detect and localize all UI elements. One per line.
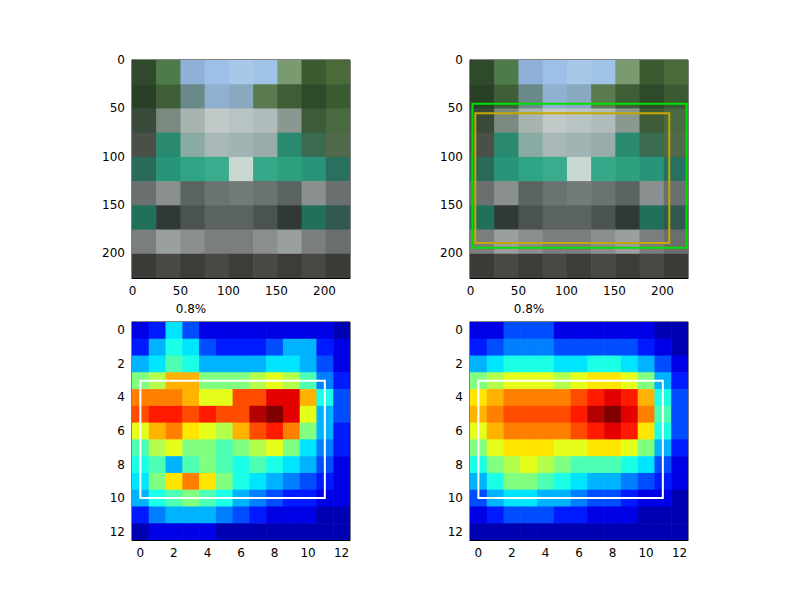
svg-text:2: 2 [455, 357, 463, 371]
svg-text:8: 8 [117, 458, 125, 472]
svg-text:150: 150 [265, 284, 288, 298]
svg-text:8: 8 [271, 546, 279, 560]
svg-text:200: 200 [102, 246, 125, 260]
svg-text:0: 0 [455, 53, 463, 67]
svg-text:6: 6 [455, 424, 463, 438]
svg-text:200: 200 [440, 246, 463, 260]
svg-text:0: 0 [137, 546, 145, 560]
svg-text:150: 150 [440, 198, 463, 212]
svg-text:12: 12 [110, 525, 125, 539]
svg-text:0: 0 [475, 546, 483, 560]
svg-text:6: 6 [117, 424, 125, 438]
svg-text:50: 50 [110, 101, 125, 115]
svg-text:100: 100 [440, 150, 463, 164]
svg-text:0: 0 [129, 284, 137, 298]
svg-text:0: 0 [467, 284, 475, 298]
svg-text:0.8%: 0.8% [176, 302, 207, 316]
svg-text:8: 8 [455, 458, 463, 472]
svg-text:4: 4 [542, 546, 550, 560]
svg-text:10: 10 [638, 546, 653, 560]
svg-text:0: 0 [117, 323, 125, 337]
svg-text:2: 2 [117, 357, 125, 371]
svg-text:12: 12 [334, 546, 349, 560]
svg-text:10: 10 [300, 546, 315, 560]
svg-text:200: 200 [651, 284, 674, 298]
svg-text:200: 200 [313, 284, 336, 298]
svg-text:4: 4 [455, 390, 463, 404]
svg-text:2: 2 [508, 546, 516, 560]
svg-text:0.8%: 0.8% [514, 302, 545, 316]
svg-text:8: 8 [609, 546, 617, 560]
svg-text:6: 6 [237, 546, 245, 560]
svg-text:150: 150 [102, 198, 125, 212]
svg-text:150: 150 [603, 284, 626, 298]
svg-text:10: 10 [110, 491, 125, 505]
svg-text:50: 50 [511, 284, 526, 298]
svg-text:10: 10 [448, 491, 463, 505]
svg-text:100: 100 [102, 150, 125, 164]
svg-text:50: 50 [173, 284, 188, 298]
svg-text:0: 0 [455, 323, 463, 337]
svg-text:0: 0 [117, 53, 125, 67]
svg-text:4: 4 [117, 390, 125, 404]
svg-text:100: 100 [555, 284, 578, 298]
svg-text:12: 12 [448, 525, 463, 539]
svg-text:50: 50 [448, 101, 463, 115]
svg-text:100: 100 [217, 284, 240, 298]
svg-text:12: 12 [672, 546, 687, 560]
svg-text:6: 6 [575, 546, 583, 560]
svg-text:2: 2 [170, 546, 178, 560]
svg-text:4: 4 [204, 546, 212, 560]
